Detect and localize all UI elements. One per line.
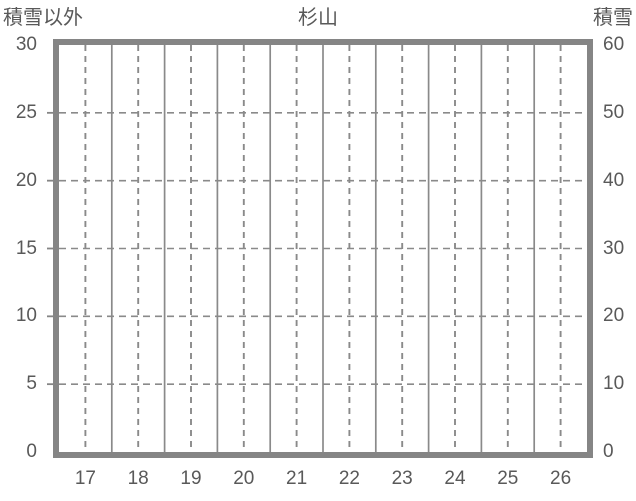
x-axis-tick-label: 17 bbox=[74, 468, 96, 489]
left-axis-tick-label: 15 bbox=[15, 237, 37, 259]
x-axis-tick-label: 21 bbox=[286, 468, 308, 489]
x-axis-tick-label: 19 bbox=[180, 468, 202, 489]
left-axis-tick-label: 25 bbox=[15, 101, 37, 123]
right-axis-tick-label: 50 bbox=[603, 101, 625, 123]
chart-title: 杉山 bbox=[298, 7, 338, 29]
right-axis-tick-label: 60 bbox=[603, 34, 625, 55]
left-axis-tick-label: 10 bbox=[15, 305, 37, 327]
x-axis-tick-label: 24 bbox=[444, 468, 466, 489]
plot-frame bbox=[53, 39, 593, 458]
left-axis-tick-label: 0 bbox=[26, 441, 37, 462]
right-axis-tick-label: 0 bbox=[603, 441, 614, 462]
right-axis-tick-label: 40 bbox=[603, 169, 625, 191]
right-axis-tick-label: 30 bbox=[603, 237, 625, 259]
left-axis-tick-label: 30 bbox=[15, 34, 37, 55]
right-axis-tick-label: 10 bbox=[603, 373, 625, 395]
right-axis-label: 積雪 bbox=[593, 7, 633, 29]
left-axis-tick-label: 5 bbox=[26, 373, 37, 395]
x-axis-tick-label: 26 bbox=[550, 468, 572, 489]
x-axis-tick-label: 22 bbox=[338, 468, 360, 489]
x-axis-tick-label: 23 bbox=[391, 468, 413, 489]
x-axis-tick-label: 20 bbox=[233, 468, 255, 489]
x-axis-tick-label: 18 bbox=[127, 468, 149, 489]
left-axis-label: 積雪以外 bbox=[3, 7, 83, 29]
right-axis-tick-label: 20 bbox=[603, 305, 625, 327]
left-axis-tick-label: 20 bbox=[15, 169, 37, 191]
x-axis-tick-label: 25 bbox=[497, 468, 519, 489]
